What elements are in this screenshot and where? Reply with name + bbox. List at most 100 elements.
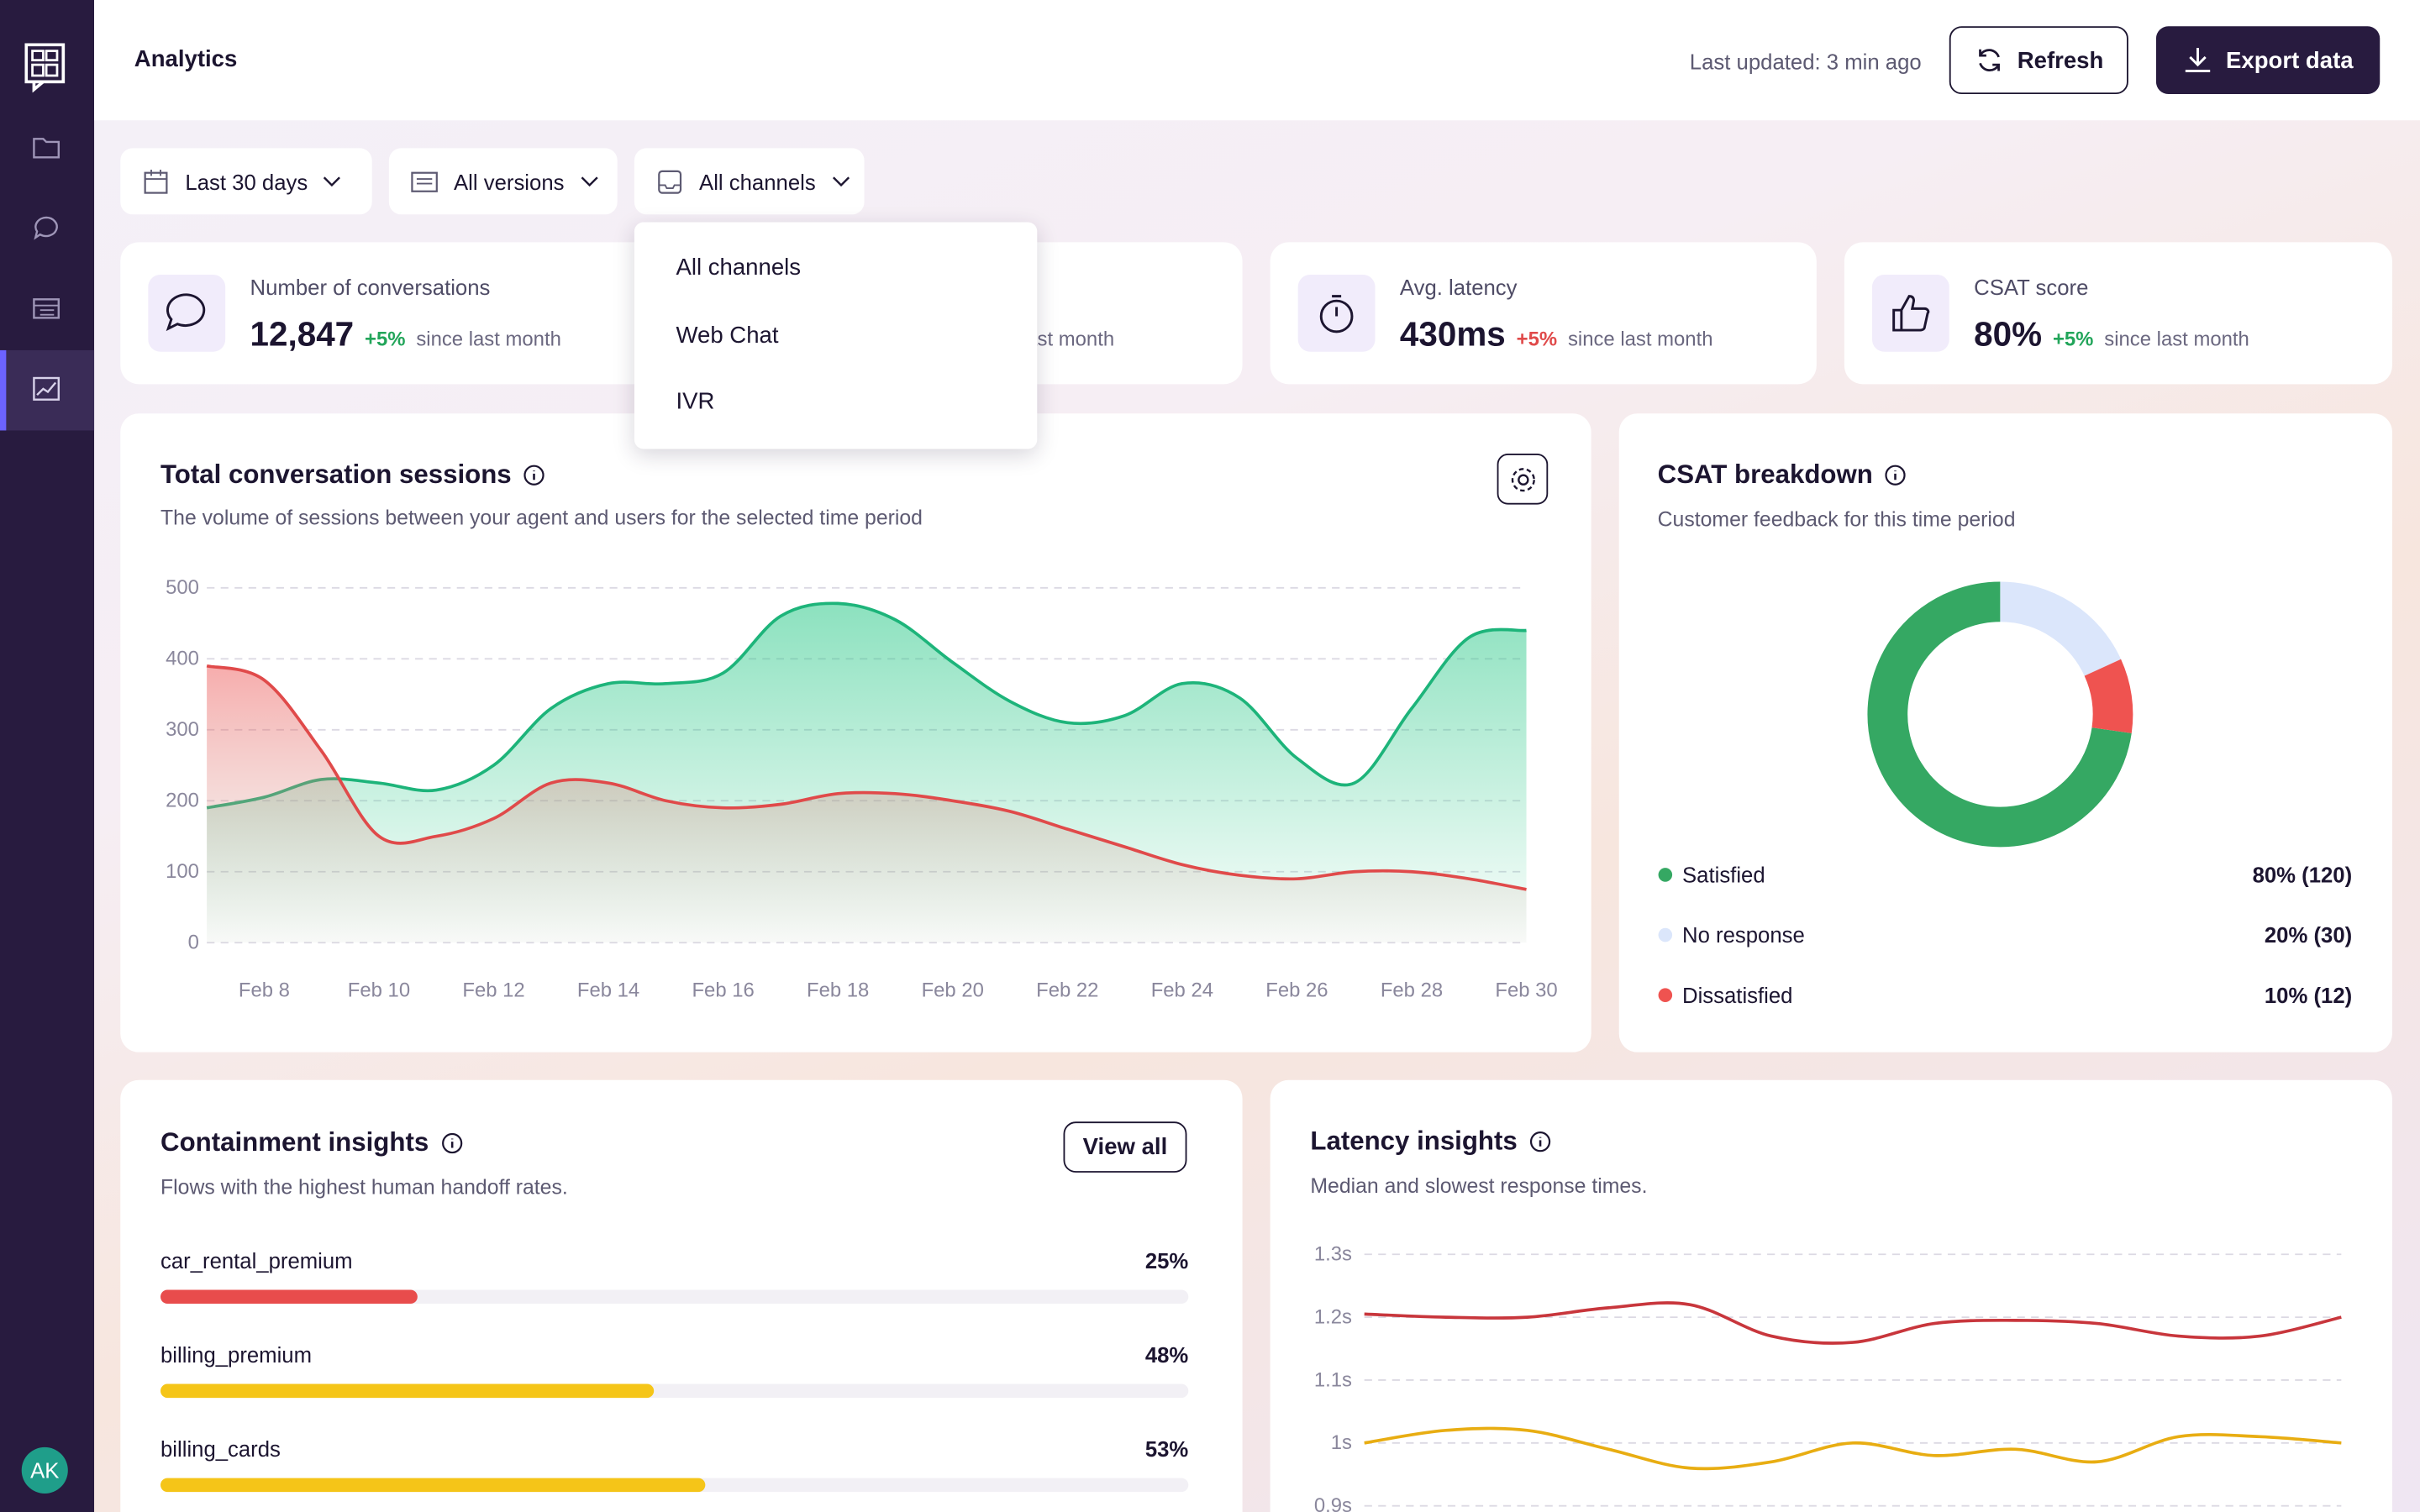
card-title: CSAT breakdown xyxy=(1657,459,1873,490)
nav-chat[interactable] xyxy=(33,214,60,242)
flow-rate: 25% xyxy=(1145,1250,1189,1273)
nav-files[interactable] xyxy=(33,134,60,159)
series-line xyxy=(206,601,1527,810)
last-updated: Last updated: 3 min ago xyxy=(1689,49,1922,75)
y-tick-label: 500 xyxy=(166,576,199,599)
card-title-row: CSAT breakdown xyxy=(1658,459,1907,491)
legend-value: 80% (120) xyxy=(2253,864,2353,888)
refresh-icon xyxy=(1979,49,2001,72)
kpi-icon xyxy=(1871,274,1949,352)
dropdown-option[interactable]: Web Chat xyxy=(676,322,779,349)
kpi-note: since last month xyxy=(2104,327,2249,350)
dropdown-option[interactable]: All channels xyxy=(676,255,802,281)
x-tick-label: Feb 10 xyxy=(348,979,410,1002)
kpi-value: 12,847 xyxy=(250,314,355,354)
settings-button[interactable] xyxy=(1497,454,1549,505)
latency-card: Latency insights Median and slowest resp… xyxy=(1270,1079,2392,1512)
x-tick-label: Feb 30 xyxy=(1495,979,1557,1002)
series-line xyxy=(1364,1426,2342,1471)
series-line xyxy=(206,664,1527,891)
donut-segment xyxy=(2084,659,2133,733)
info-icon[interactable] xyxy=(523,465,545,486)
kpi-label: Number of conversations xyxy=(250,274,491,300)
progress-bar xyxy=(160,1478,706,1493)
filter-label: All channels xyxy=(699,169,816,194)
kpi-row: 430ms +5% since last month xyxy=(1400,315,1713,355)
kpi-card: Avg. latency 430ms +5% since last month xyxy=(1270,242,1817,385)
channel-filter[interactable]: All channels xyxy=(634,148,865,215)
kpi-delta: +5% xyxy=(365,327,406,350)
nav-indicator xyxy=(0,349,7,431)
kpi-delta: +5% xyxy=(1516,327,1558,350)
card-title-row: Latency insights xyxy=(1310,1126,1551,1158)
kpi-value: 80% xyxy=(1974,314,2043,354)
avatar[interactable]: AK xyxy=(21,1446,68,1494)
x-tick-label: Feb 22 xyxy=(1036,979,1098,1002)
kpi-icon xyxy=(148,274,226,352)
y-tick-label: 400 xyxy=(166,648,199,670)
card-title-row: Total conversation sessions xyxy=(160,459,545,491)
version-filter[interactable]: All versions xyxy=(388,148,618,215)
date-filter[interactable]: Last 30 days xyxy=(120,148,372,215)
y-tick-label: 100 xyxy=(166,860,199,883)
x-tick-label: Feb 8 xyxy=(239,979,290,1002)
progress-track xyxy=(160,1289,1189,1305)
export-button[interactable]: Export data xyxy=(2155,26,2381,95)
legend-dot xyxy=(1658,988,1673,1002)
info-icon[interactable] xyxy=(1529,1131,1551,1152)
view-all-button[interactable]: View all xyxy=(1063,1121,1187,1173)
y-tick-label: 200 xyxy=(166,790,199,812)
progress-bar xyxy=(160,1289,418,1305)
x-tick-label: Feb 14 xyxy=(577,979,639,1002)
progress-bar xyxy=(160,1383,655,1399)
y-tick-label: 1.3s xyxy=(1314,1243,1352,1266)
flow-name: billing_cards xyxy=(160,1438,281,1462)
list-icon xyxy=(411,171,438,192)
card-title: Total conversation sessions xyxy=(160,459,512,490)
flow-rate: 48% xyxy=(1145,1344,1189,1368)
x-tick-label: Feb 12 xyxy=(462,979,524,1002)
x-tick-label: Feb 28 xyxy=(1381,979,1443,1002)
legend-label: No response xyxy=(1682,924,1805,948)
chevron xyxy=(580,176,597,186)
card-title: Containment insights xyxy=(160,1127,429,1158)
card-subtitle: Median and slowest response times. xyxy=(1310,1173,1648,1198)
kpi-row: 12,847 +5% since last month xyxy=(250,315,561,355)
kpi-note: since last month xyxy=(416,327,561,350)
x-tick-label: Feb 20 xyxy=(922,979,984,1002)
refresh-label: Refresh xyxy=(2017,47,2104,74)
legend-value: 10% (12) xyxy=(2265,984,2352,1008)
kpi-label: CSAT score xyxy=(1974,274,2089,300)
area-fill xyxy=(207,665,1527,943)
flow-name: car_rental_premium xyxy=(160,1250,353,1273)
kpi-label: Avg. latency xyxy=(1399,274,1518,300)
legend-value: 20% (30) xyxy=(2265,924,2352,948)
card-subtitle: Customer feedback for this time period xyxy=(1657,507,2016,531)
calendar-icon xyxy=(144,169,168,193)
legend-label: Dissatisfied xyxy=(1682,984,1792,1008)
nav-table[interactable] xyxy=(33,297,60,321)
x-tick-label: Feb 18 xyxy=(807,979,869,1002)
card-title-row: Containment insights xyxy=(160,1128,463,1159)
export-label: Export data xyxy=(2226,47,2354,74)
y-tick-label: 0 xyxy=(188,932,199,954)
refresh-button[interactable]: Refresh xyxy=(1949,26,2128,95)
kpi-card: CSAT score 80% +5% since last month xyxy=(1844,242,2392,385)
info-icon[interactable] xyxy=(1886,465,1907,486)
csat-card: CSAT breakdown Customer feedback for thi… xyxy=(1618,413,2392,1053)
kpi-icon xyxy=(1297,274,1376,352)
card-subtitle: Flows with the highest human handoff rat… xyxy=(160,1175,568,1200)
dropdown-option[interactable]: IVR xyxy=(676,388,715,416)
x-tick-label: Feb 16 xyxy=(692,979,754,1002)
chevron xyxy=(324,176,341,186)
y-tick-label: 1.2s xyxy=(1314,1305,1352,1328)
y-tick-label: 1.1s xyxy=(1314,1368,1352,1391)
info-icon[interactable] xyxy=(441,1132,463,1154)
flow-name: billing_premium xyxy=(160,1344,312,1368)
sidebar: AK xyxy=(0,0,95,1512)
y-tick-label: 0.9s xyxy=(1314,1494,1352,1512)
card-title: Latency insights xyxy=(1310,1126,1518,1156)
nav-analytics[interactable] xyxy=(33,376,60,401)
